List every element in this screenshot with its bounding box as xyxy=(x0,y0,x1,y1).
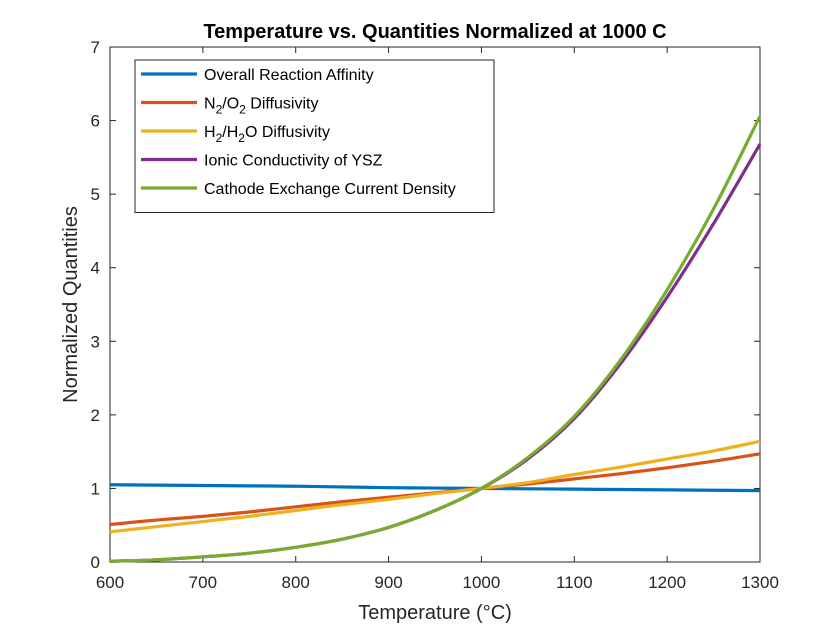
legend-text-part: Cathode Exchange Current Density xyxy=(204,181,456,198)
legend-text-part: Ionic Conductivity of YSZ xyxy=(204,153,383,170)
x-tick-label: 1200 xyxy=(648,573,686,592)
y-tick-label: 4 xyxy=(91,259,100,278)
legend-text-part: H xyxy=(204,124,216,141)
legend-label: N2/O2 Diffusivity xyxy=(204,96,318,117)
x-tick-label: 1100 xyxy=(556,573,593,592)
series-line-cathode-exchange-current-density xyxy=(109,115,762,563)
x-axis-title: Temperature (°C) xyxy=(358,602,512,624)
x-tick-label: 1000 xyxy=(463,573,501,592)
legend-subscript: 2 xyxy=(239,103,246,117)
chart-title: Temperature vs. Quantities Normalized at… xyxy=(203,21,666,43)
series-line-h2-h2o-diffusivity xyxy=(109,439,761,534)
y-tick-label: 2 xyxy=(91,406,100,425)
legend-item-n2-o2-diffusivity: N2/O2 Diffusivity xyxy=(141,96,318,117)
y-tick-label: 1 xyxy=(91,479,100,498)
y-tick-label: 0 xyxy=(91,553,100,572)
legend-text-part: /H xyxy=(222,124,238,141)
y-tick-label: 3 xyxy=(91,332,100,351)
legend-text-part: Overall Reaction Affinity xyxy=(204,67,374,84)
series-line-overall-reaction-affinity xyxy=(109,483,761,493)
y-tick-label: 6 xyxy=(91,112,100,131)
legend-subscript: 2 xyxy=(216,131,223,145)
y-axis-title: Normalized Quantities xyxy=(60,206,82,403)
legend-item-cathode-exchange-current-density: Cathode Exchange Current Density xyxy=(141,181,456,198)
legend-label: H2/H2O Diffusivity xyxy=(204,124,330,145)
x-axis: 600 700 800 900 1000 1100 1200 1300 xyxy=(96,47,779,592)
x-tick-label: 900 xyxy=(374,573,402,592)
legend-text-part: Diffusivity xyxy=(246,96,319,113)
x-tick-label: 1300 xyxy=(741,573,779,592)
y-tick-label: 7 xyxy=(91,38,100,57)
legend-text-part: N xyxy=(204,96,216,113)
series-lines xyxy=(109,115,762,563)
legend-text-part: O Diffusivity xyxy=(245,124,330,141)
x-tick-label: 800 xyxy=(282,573,310,592)
legend-subscript: 2 xyxy=(238,131,245,145)
y-axis: 0 1 2 3 4 5 6 7 xyxy=(91,38,760,572)
legend-label: Ionic Conductivity of YSZ xyxy=(204,153,383,170)
legend-label: Cathode Exchange Current Density xyxy=(204,181,456,198)
legend-text-part: /O xyxy=(222,96,239,113)
x-tick-label: 600 xyxy=(96,573,124,592)
legend-label: Overall Reaction Affinity xyxy=(204,67,374,84)
x-tick-label: 700 xyxy=(189,573,217,592)
legend-subscript: 2 xyxy=(216,103,223,117)
y-tick-label: 5 xyxy=(91,185,100,204)
legend-item-overall-reaction-affinity: Overall Reaction Affinity xyxy=(141,67,374,84)
legend-item-ionic-conductivity-of-ysz: Ionic Conductivity of YSZ xyxy=(141,153,383,170)
legend-item-h2-h2o-diffusivity: H2/H2O Diffusivity xyxy=(141,124,330,145)
